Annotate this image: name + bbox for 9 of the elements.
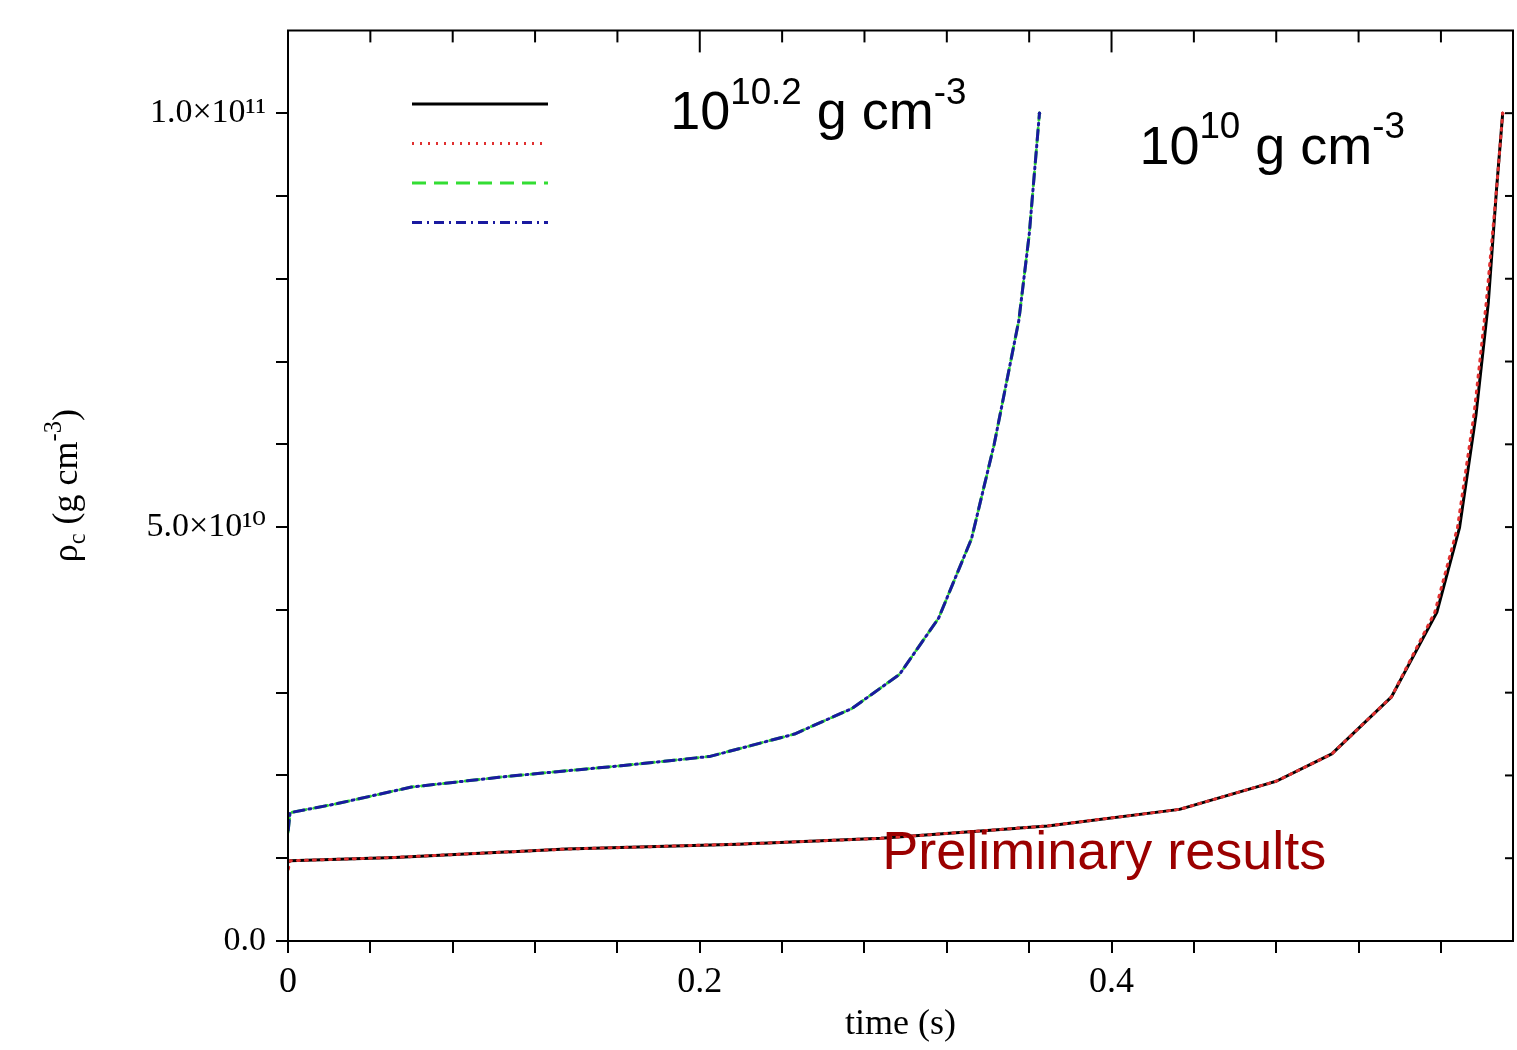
- x-tick-label: 0.4: [1089, 960, 1135, 1001]
- annotation: Preliminary results: [882, 820, 1327, 881]
- y-tick-label: 1.0×10¹¹: [149, 92, 266, 130]
- y-tick-label: 5.0×10¹⁰: [146, 506, 266, 544]
- y-axis-title: ρc (g cm-3): [38, 409, 91, 563]
- y-tick-label: 0.0: [223, 919, 266, 957]
- x-tick-label: 0.2: [677, 960, 723, 1001]
- x-axis-title: time (s): [845, 1001, 956, 1042]
- x-tick-label: 0: [279, 960, 297, 1001]
